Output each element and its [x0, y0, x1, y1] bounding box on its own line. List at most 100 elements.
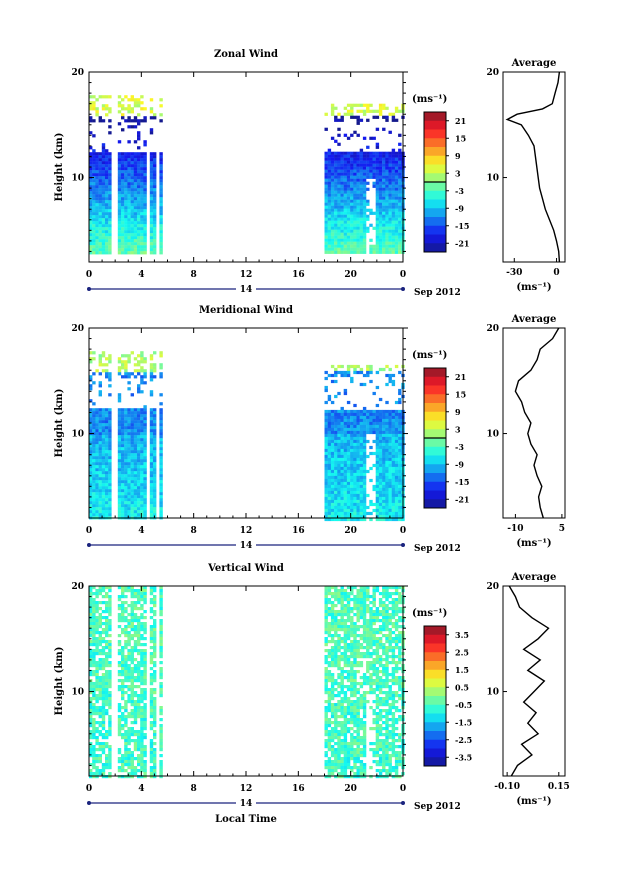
heatmap-cell [391, 502, 396, 507]
heatmap-cell [149, 631, 154, 635]
heatmap-cell [398, 439, 402, 444]
heatmap-cell [137, 685, 141, 689]
heatmap-cell [159, 155, 163, 159]
heatmap-cell [153, 152, 157, 156]
heatmap-cell [108, 673, 112, 677]
heatmap-cell [391, 184, 396, 188]
heatmap-cell [343, 370, 348, 375]
heatmap-cell [89, 423, 93, 427]
heatmap-cell [391, 373, 396, 378]
heatmap-cell [124, 236, 128, 240]
heatmap-cell [149, 474, 154, 478]
heatmap-cell [394, 412, 399, 417]
heatmap-cell [108, 622, 112, 626]
heatmap-cell [359, 469, 364, 474]
heatmap-cell [105, 601, 109, 605]
heatmap-cell [108, 248, 112, 252]
heatmap-cell [89, 203, 93, 207]
heatmap-cell [153, 444, 157, 448]
heatmap-cell [143, 221, 147, 225]
heatmap-cell [391, 481, 396, 486]
heatmap-cell [391, 238, 396, 242]
heatmap-cell [362, 514, 367, 519]
heatmap-cell [133, 498, 138, 502]
heatmap-cell [130, 194, 134, 198]
heatmap-cell [330, 658, 335, 662]
heatmap-cell [130, 417, 134, 421]
heatmap-cell [153, 501, 157, 505]
heatmap-cell [140, 676, 144, 680]
heatmap-cell [149, 510, 154, 514]
heatmap-cell [340, 637, 344, 641]
heatmap-cell [98, 676, 102, 680]
heatmap-cell [353, 181, 357, 185]
heatmap-cell [149, 206, 154, 210]
heatmap-cell [159, 640, 163, 644]
heatmap-cell [385, 175, 389, 179]
heatmap-cell [95, 218, 99, 222]
heatmap-cell [153, 628, 157, 632]
heatmap-cell [369, 412, 373, 417]
heatmap-cell [340, 469, 344, 474]
heatmap-cell [353, 487, 357, 492]
heatmap-cell [92, 152, 96, 156]
heatmap-cell [133, 628, 138, 632]
heatmap-cell [124, 239, 128, 243]
heatmap-cell [89, 194, 93, 198]
heatmap-cell [95, 242, 99, 246]
heatmap-cell [127, 119, 131, 123]
heatmap-cell [127, 185, 131, 189]
heatmap-cell [140, 643, 144, 647]
heatmap-cell [101, 444, 106, 448]
heatmap-cell [108, 245, 112, 249]
heatmap-cell [130, 224, 134, 228]
heatmap-cell [343, 592, 348, 596]
heatmap-cell [327, 445, 332, 450]
heatmap-cell [391, 409, 396, 414]
heatmap-cell [343, 478, 348, 483]
heatmap-cell [92, 179, 96, 183]
heatmap-cell [105, 754, 109, 758]
heatmap-cell [388, 199, 392, 203]
heatmap-cell [159, 474, 163, 478]
heatmap-cell [385, 229, 389, 233]
heatmap-cell [130, 661, 134, 665]
heatmap-cell [124, 480, 128, 484]
heatmap-cell [378, 208, 383, 212]
heatmap-cell [89, 492, 93, 496]
heatmap-cell [137, 248, 141, 252]
heatmap-cell [117, 685, 122, 689]
heatmap-cell [130, 595, 134, 599]
heatmap-cell [353, 244, 357, 248]
heatmap-cell [324, 775, 328, 779]
heatmap-cell [343, 691, 348, 695]
heatmap-cell [133, 450, 138, 454]
heatmap-cell [98, 245, 102, 249]
heatmap-cell [324, 499, 328, 504]
heatmap-cell [101, 212, 106, 216]
heatmap-cell [101, 426, 106, 430]
heatmap-cell [353, 496, 357, 501]
heatmap-cell [140, 438, 144, 442]
heatmap-cell [149, 610, 154, 614]
heatmap-cell [362, 214, 367, 218]
heatmap-cell [327, 517, 332, 522]
heatmap-cell [378, 454, 383, 459]
heatmap-cell [346, 601, 351, 605]
heatmap-cell [343, 634, 348, 638]
heatmap-cell [140, 161, 144, 165]
heatmap-cell [105, 688, 109, 692]
heatmap-cell [108, 360, 112, 364]
heatmap-cell [159, 176, 163, 180]
heatmap-cell [337, 118, 341, 122]
heatmap-cell [108, 628, 112, 632]
heatmap-cell [372, 430, 376, 435]
heatmap-cell [127, 676, 131, 680]
heatmap-cell [92, 474, 96, 478]
heatmap-cell [324, 163, 328, 167]
heatmap-cell [137, 191, 141, 195]
heatmap-cell [153, 474, 157, 478]
heatmap-cell [334, 694, 338, 698]
heatmap-cell [124, 685, 128, 689]
heatmap-cell [133, 769, 138, 773]
